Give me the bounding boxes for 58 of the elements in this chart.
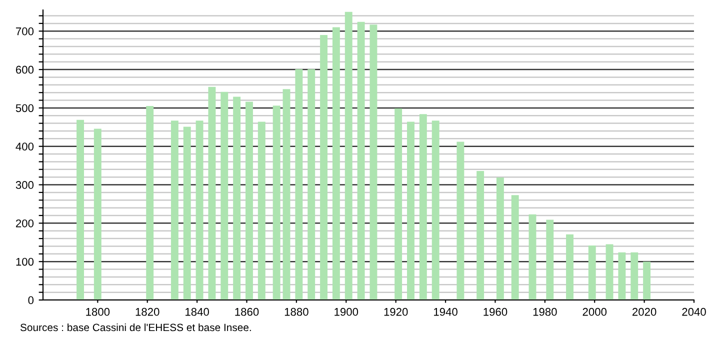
bar [456, 142, 464, 300]
bar [258, 122, 266, 300]
bar [282, 89, 290, 300]
bar [630, 252, 638, 300]
bar [546, 220, 554, 300]
bar [528, 214, 536, 300]
bar [511, 195, 519, 300]
bar [394, 108, 402, 300]
x-tick-label: 1800 [86, 308, 110, 316]
x-tick-label: 1960 [484, 308, 508, 316]
bar [170, 120, 178, 300]
bar [566, 234, 574, 300]
bar [357, 22, 365, 300]
bar [618, 252, 626, 300]
x-tick-label: 1940 [434, 308, 458, 316]
bar [146, 106, 154, 300]
x-tick-label: 2000 [582, 308, 607, 316]
x-tick-label: 1840 [186, 308, 209, 316]
bar [370, 24, 378, 300]
y-tick-label: 700 [16, 27, 34, 36]
bar [407, 122, 414, 300]
bar [496, 177, 504, 300]
bar [94, 128, 102, 300]
bar [643, 262, 651, 300]
x-tick-label: 1880 [284, 308, 308, 316]
bar [332, 27, 340, 300]
bar [196, 120, 204, 300]
bar [588, 245, 596, 300]
bar [76, 120, 84, 300]
y-tick-label: 100 [16, 258, 34, 266]
bar [476, 170, 484, 300]
x-tick-label: 1920 [384, 308, 408, 316]
bar [220, 92, 228, 300]
bar [246, 102, 253, 300]
bar [320, 34, 328, 300]
y-tick-label: 0 [28, 296, 34, 304]
y-tick-label: 600 [16, 66, 34, 74]
x-tick-label: 1860 [235, 308, 259, 316]
x-tick-label: 2040 [682, 308, 706, 316]
x-tick-label: 1980 [533, 308, 557, 316]
bar [419, 114, 427, 300]
bar [233, 96, 241, 300]
y-tick-label: 300 [16, 181, 34, 189]
source-note: Sources : base Cassini de l'EHESS et base Insee. [20, 323, 251, 332]
bar [432, 120, 440, 300]
x-tick-label: 1820 [136, 308, 160, 316]
bar [183, 126, 191, 300]
bar [308, 69, 316, 300]
y-tick-label: 500 [16, 104, 34, 112]
bar [606, 244, 614, 300]
x-tick-label: 2020 [632, 308, 656, 316]
x-tick-label: 1900 [334, 308, 358, 316]
bar [208, 86, 216, 300]
bar [344, 12, 352, 300]
y-tick-label: 200 [16, 219, 34, 228]
bar [295, 69, 303, 300]
y-tick-label: 400 [16, 142, 34, 150]
bar [272, 106, 280, 300]
